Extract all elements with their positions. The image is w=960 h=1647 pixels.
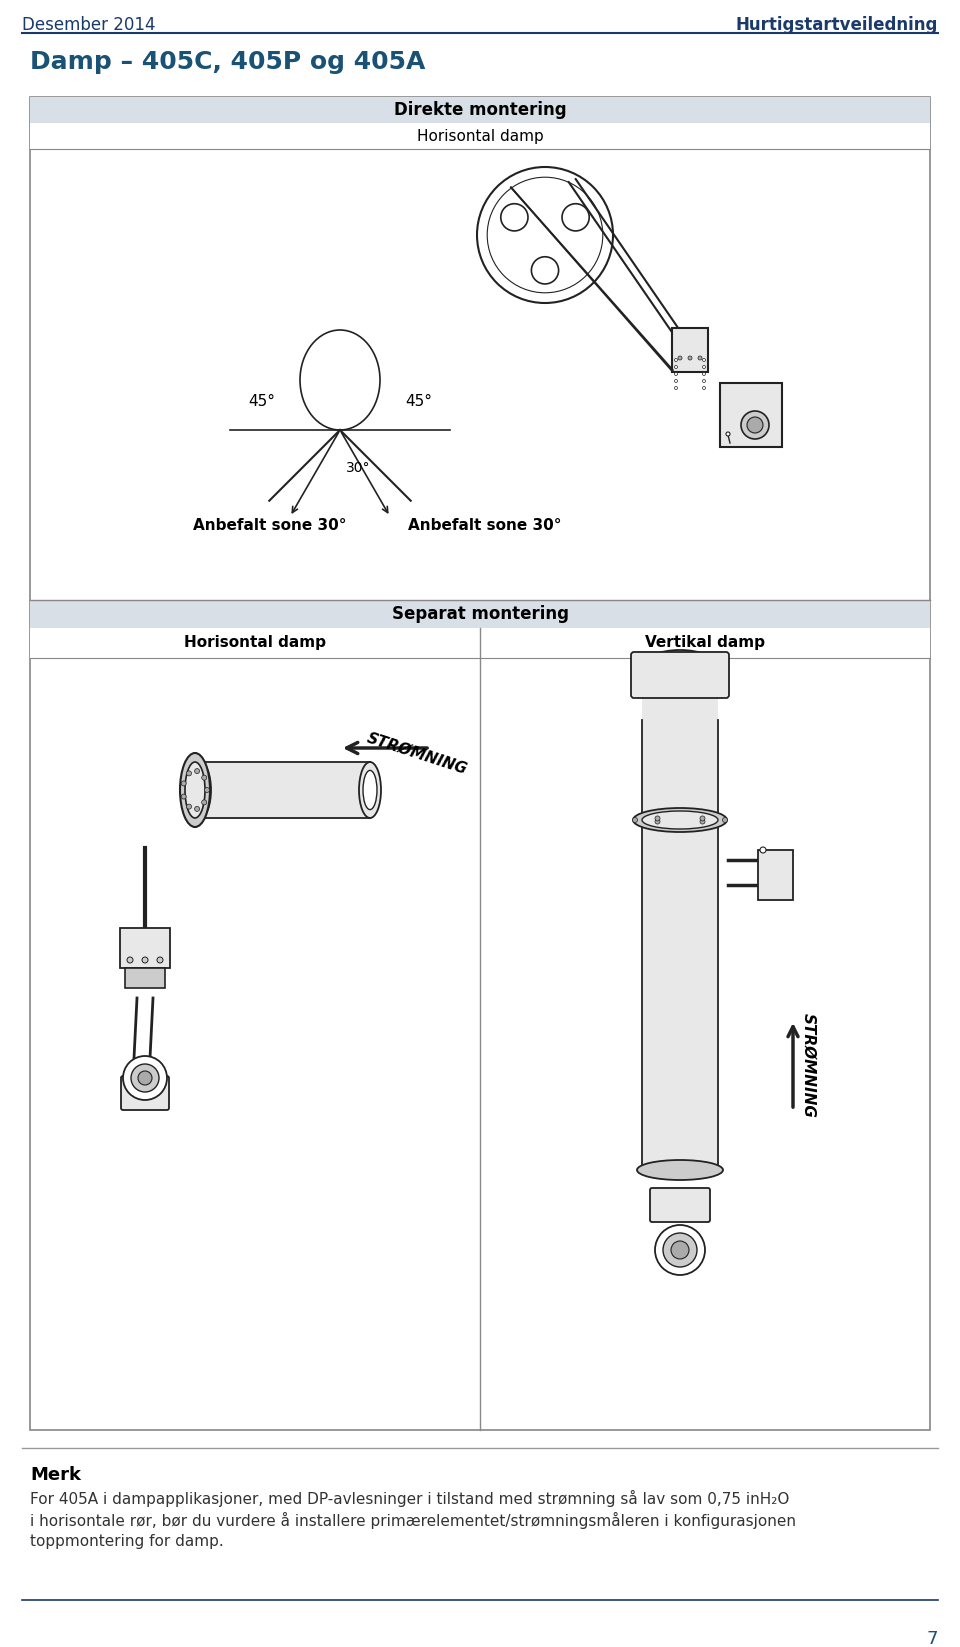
Bar: [30, 124, 930, 148]
Circle shape: [703, 387, 706, 389]
Circle shape: [532, 257, 559, 283]
Text: Horisontal damp: Horisontal damp: [184, 636, 326, 651]
Circle shape: [501, 204, 528, 231]
Circle shape: [123, 1056, 167, 1100]
Ellipse shape: [644, 651, 716, 680]
Circle shape: [747, 417, 763, 433]
Bar: [30, 97, 930, 124]
Ellipse shape: [180, 753, 210, 827]
Circle shape: [671, 1240, 689, 1258]
Circle shape: [142, 957, 148, 963]
Text: Anbefalt sone 30°: Anbefalt sone 30°: [193, 517, 347, 532]
Circle shape: [675, 372, 678, 376]
Bar: [30, 97, 930, 1430]
Circle shape: [127, 957, 133, 963]
Bar: [125, 968, 165, 988]
FancyBboxPatch shape: [121, 1075, 169, 1110]
Text: 30°: 30°: [346, 461, 371, 474]
Circle shape: [688, 356, 692, 361]
FancyBboxPatch shape: [631, 652, 729, 698]
Circle shape: [703, 366, 706, 369]
Circle shape: [700, 819, 705, 824]
Text: Merk: Merk: [30, 1466, 81, 1484]
Circle shape: [157, 957, 163, 963]
Circle shape: [698, 356, 702, 361]
Circle shape: [181, 794, 186, 799]
Text: STRØMNING: STRØMNING: [365, 730, 469, 777]
Text: 7: 7: [926, 1631, 938, 1647]
Bar: [758, 850, 793, 899]
Text: Vertikal damp: Vertikal damp: [645, 636, 765, 651]
Circle shape: [131, 1064, 159, 1092]
Text: Separat montering: Separat montering: [392, 604, 568, 623]
Circle shape: [195, 807, 200, 812]
Text: i horisontale rør, bør du vurdere å installere primærelementet/strømningsmåleren: i horisontale rør, bør du vurdere å inst…: [30, 1512, 796, 1528]
Circle shape: [186, 804, 191, 809]
Circle shape: [487, 178, 603, 293]
FancyBboxPatch shape: [720, 384, 782, 446]
Circle shape: [202, 800, 206, 805]
Circle shape: [741, 412, 769, 440]
Ellipse shape: [359, 763, 381, 819]
Bar: [120, 927, 170, 968]
Circle shape: [181, 781, 186, 786]
Circle shape: [138, 1071, 152, 1085]
Circle shape: [703, 372, 706, 376]
Text: toppmontering for damp.: toppmontering for damp.: [30, 1533, 224, 1548]
Circle shape: [655, 819, 660, 824]
Ellipse shape: [642, 810, 718, 828]
Circle shape: [675, 359, 678, 361]
Circle shape: [675, 387, 678, 389]
Text: Anbefalt sone 30°: Anbefalt sone 30°: [408, 517, 562, 532]
Text: Hurtigstartveiledning: Hurtigstartveiledning: [735, 16, 938, 35]
Circle shape: [655, 815, 660, 820]
Circle shape: [195, 769, 200, 774]
Circle shape: [700, 815, 705, 820]
Circle shape: [723, 817, 728, 822]
Ellipse shape: [363, 771, 377, 810]
Circle shape: [655, 1225, 705, 1275]
Ellipse shape: [300, 329, 380, 430]
Circle shape: [675, 366, 678, 369]
Circle shape: [204, 787, 209, 792]
Text: Horisontal damp: Horisontal damp: [417, 128, 543, 143]
Text: For 405A i dampapplikasjoner, med DP-avlesninger i tilstand med strømning så lav: For 405A i dampapplikasjoner, med DP-avl…: [30, 1491, 789, 1507]
Circle shape: [562, 204, 589, 231]
Circle shape: [760, 847, 766, 853]
Circle shape: [703, 359, 706, 361]
Ellipse shape: [189, 763, 211, 819]
Text: STRØMNING: STRØMNING: [802, 1013, 817, 1117]
Text: 45°: 45°: [405, 395, 432, 410]
Bar: [30, 600, 930, 628]
Bar: [200, 763, 370, 819]
Circle shape: [477, 166, 613, 303]
Circle shape: [633, 817, 637, 822]
Circle shape: [675, 379, 678, 382]
Circle shape: [186, 771, 191, 776]
Bar: [30, 628, 930, 659]
Circle shape: [663, 1234, 697, 1267]
FancyBboxPatch shape: [650, 1187, 710, 1222]
Ellipse shape: [633, 809, 727, 832]
Ellipse shape: [185, 763, 205, 819]
Bar: [642, 690, 718, 1169]
Circle shape: [703, 379, 706, 382]
Circle shape: [202, 776, 206, 781]
Circle shape: [678, 356, 682, 361]
Text: Direkte montering: Direkte montering: [394, 100, 566, 119]
Circle shape: [726, 432, 730, 436]
FancyBboxPatch shape: [672, 328, 708, 372]
Text: Desember 2014: Desember 2014: [22, 16, 156, 35]
Text: 45°: 45°: [248, 395, 275, 410]
Ellipse shape: [637, 1159, 723, 1179]
Text: Damp – 405C, 405P og 405A: Damp – 405C, 405P og 405A: [30, 49, 425, 74]
